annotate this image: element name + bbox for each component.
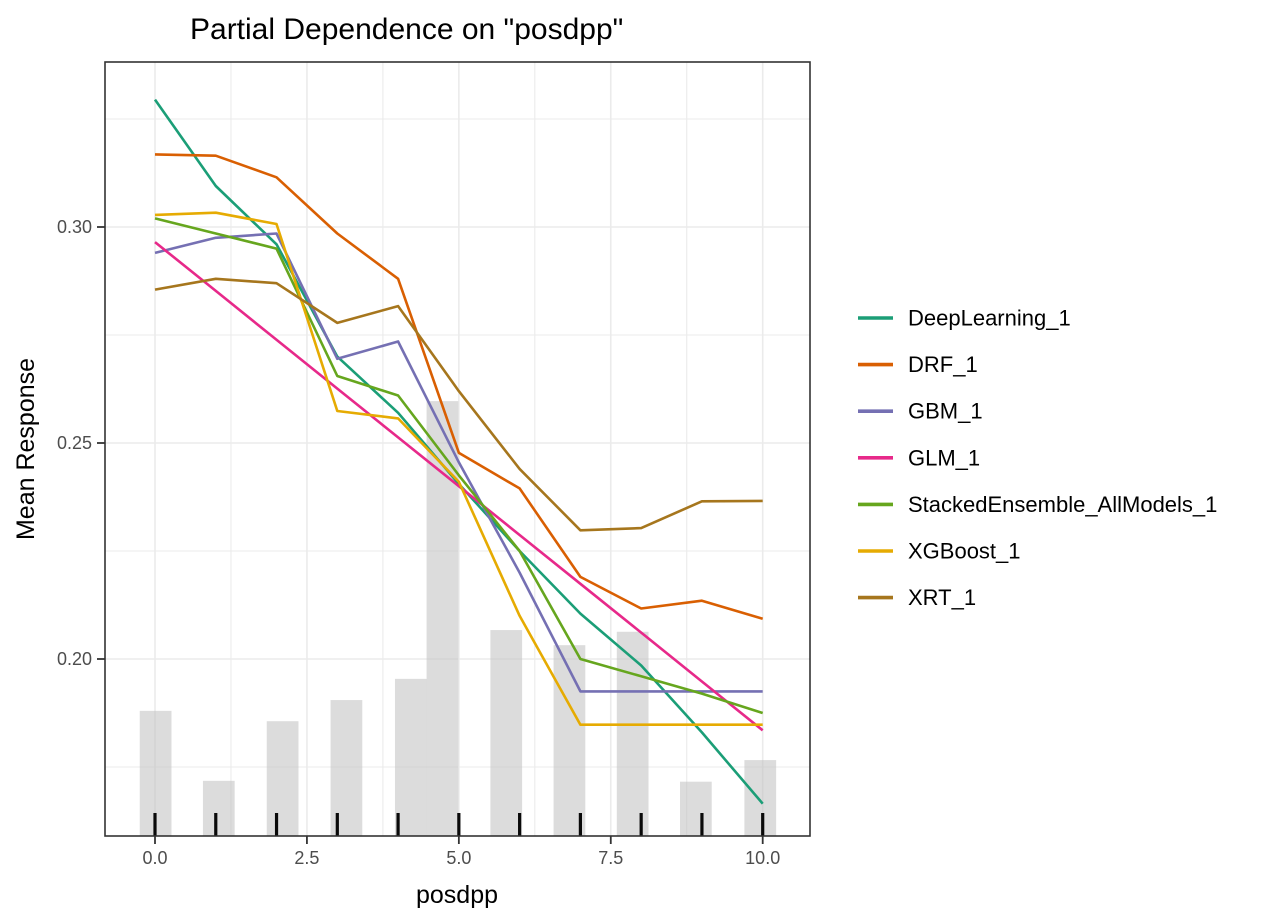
histogram-bar [679, 781, 712, 836]
histogram-bar [202, 780, 235, 836]
plot-title: Partial Dependence on "posdpp" [190, 13, 623, 46]
x-tick-label: 7.5 [598, 848, 623, 868]
legend-label: DeepLearning_1 [908, 306, 1071, 331]
rug-marks-layer [153, 813, 765, 836]
series-line-GLM_1 [154, 241, 764, 732]
legend-item-XRT_1: XRT_1 [858, 585, 976, 610]
series-line-XRT_1 [154, 277, 763, 532]
legend-item-DeepLearning_1: DeepLearning_1 [858, 306, 1071, 331]
legend-label: XRT_1 [908, 585, 976, 610]
legend-label: DRF_1 [908, 352, 978, 377]
y-tick-label: 0.25 [57, 433, 92, 453]
series-line-XGBoost_1 [154, 211, 763, 727]
x-tick-label: 0.0 [142, 848, 167, 868]
series-line-StackedEnsemble_AllModels_1 [154, 217, 764, 715]
histogram-bar [490, 630, 523, 836]
legend-label: GBM_1 [908, 399, 983, 424]
series-line-DRF_1 [154, 153, 764, 621]
histogram-bar [394, 678, 427, 836]
legend-label: XGBoost_1 [908, 539, 1021, 564]
y-tick-label: 0.20 [57, 649, 92, 669]
y-axis-title: Mean Response [12, 358, 40, 540]
series-line-GBM_1 [154, 232, 763, 693]
tick-labels-layer: 0.0 2.5 5.0 7.5 10.0 0.20 0.25 0.30 [57, 217, 780, 868]
histogram-bar [330, 700, 363, 836]
legend-label: StackedEnsemble_AllModels_1 [908, 492, 1217, 517]
legend-item-XGBoost_1: XGBoost_1 [858, 539, 1021, 564]
x-axis-title: posdpp [416, 881, 498, 909]
legend-label: GLM_1 [908, 445, 980, 470]
histogram-bar [553, 645, 586, 836]
x-tick-label: 5.0 [446, 848, 471, 868]
legend-item-StackedEnsemble_AllModels_1: StackedEnsemble_AllModels_1 [858, 492, 1217, 517]
histogram-bar [266, 721, 299, 836]
legend-item-DRF_1: DRF_1 [858, 352, 978, 377]
histogram-layer [139, 401, 777, 836]
plot-panel-border [104, 61, 811, 837]
y-tick-label: 0.30 [57, 217, 92, 237]
legend-item-GLM_1: GLM_1 [858, 445, 980, 470]
series-lines-layer [153, 98, 764, 805]
histogram-bar [616, 631, 649, 836]
axis-ticks-layer [97, 226, 764, 844]
x-tick-label: 2.5 [294, 848, 319, 868]
histogram-bar [744, 760, 777, 836]
x-tick-label: 10.0 [745, 848, 780, 868]
legend: DeepLearning_1 DRF_1 GBM_1 GLM_1 StackedEnse… [858, 306, 1217, 610]
legend-item-GBM_1: GBM_1 [858, 399, 983, 424]
